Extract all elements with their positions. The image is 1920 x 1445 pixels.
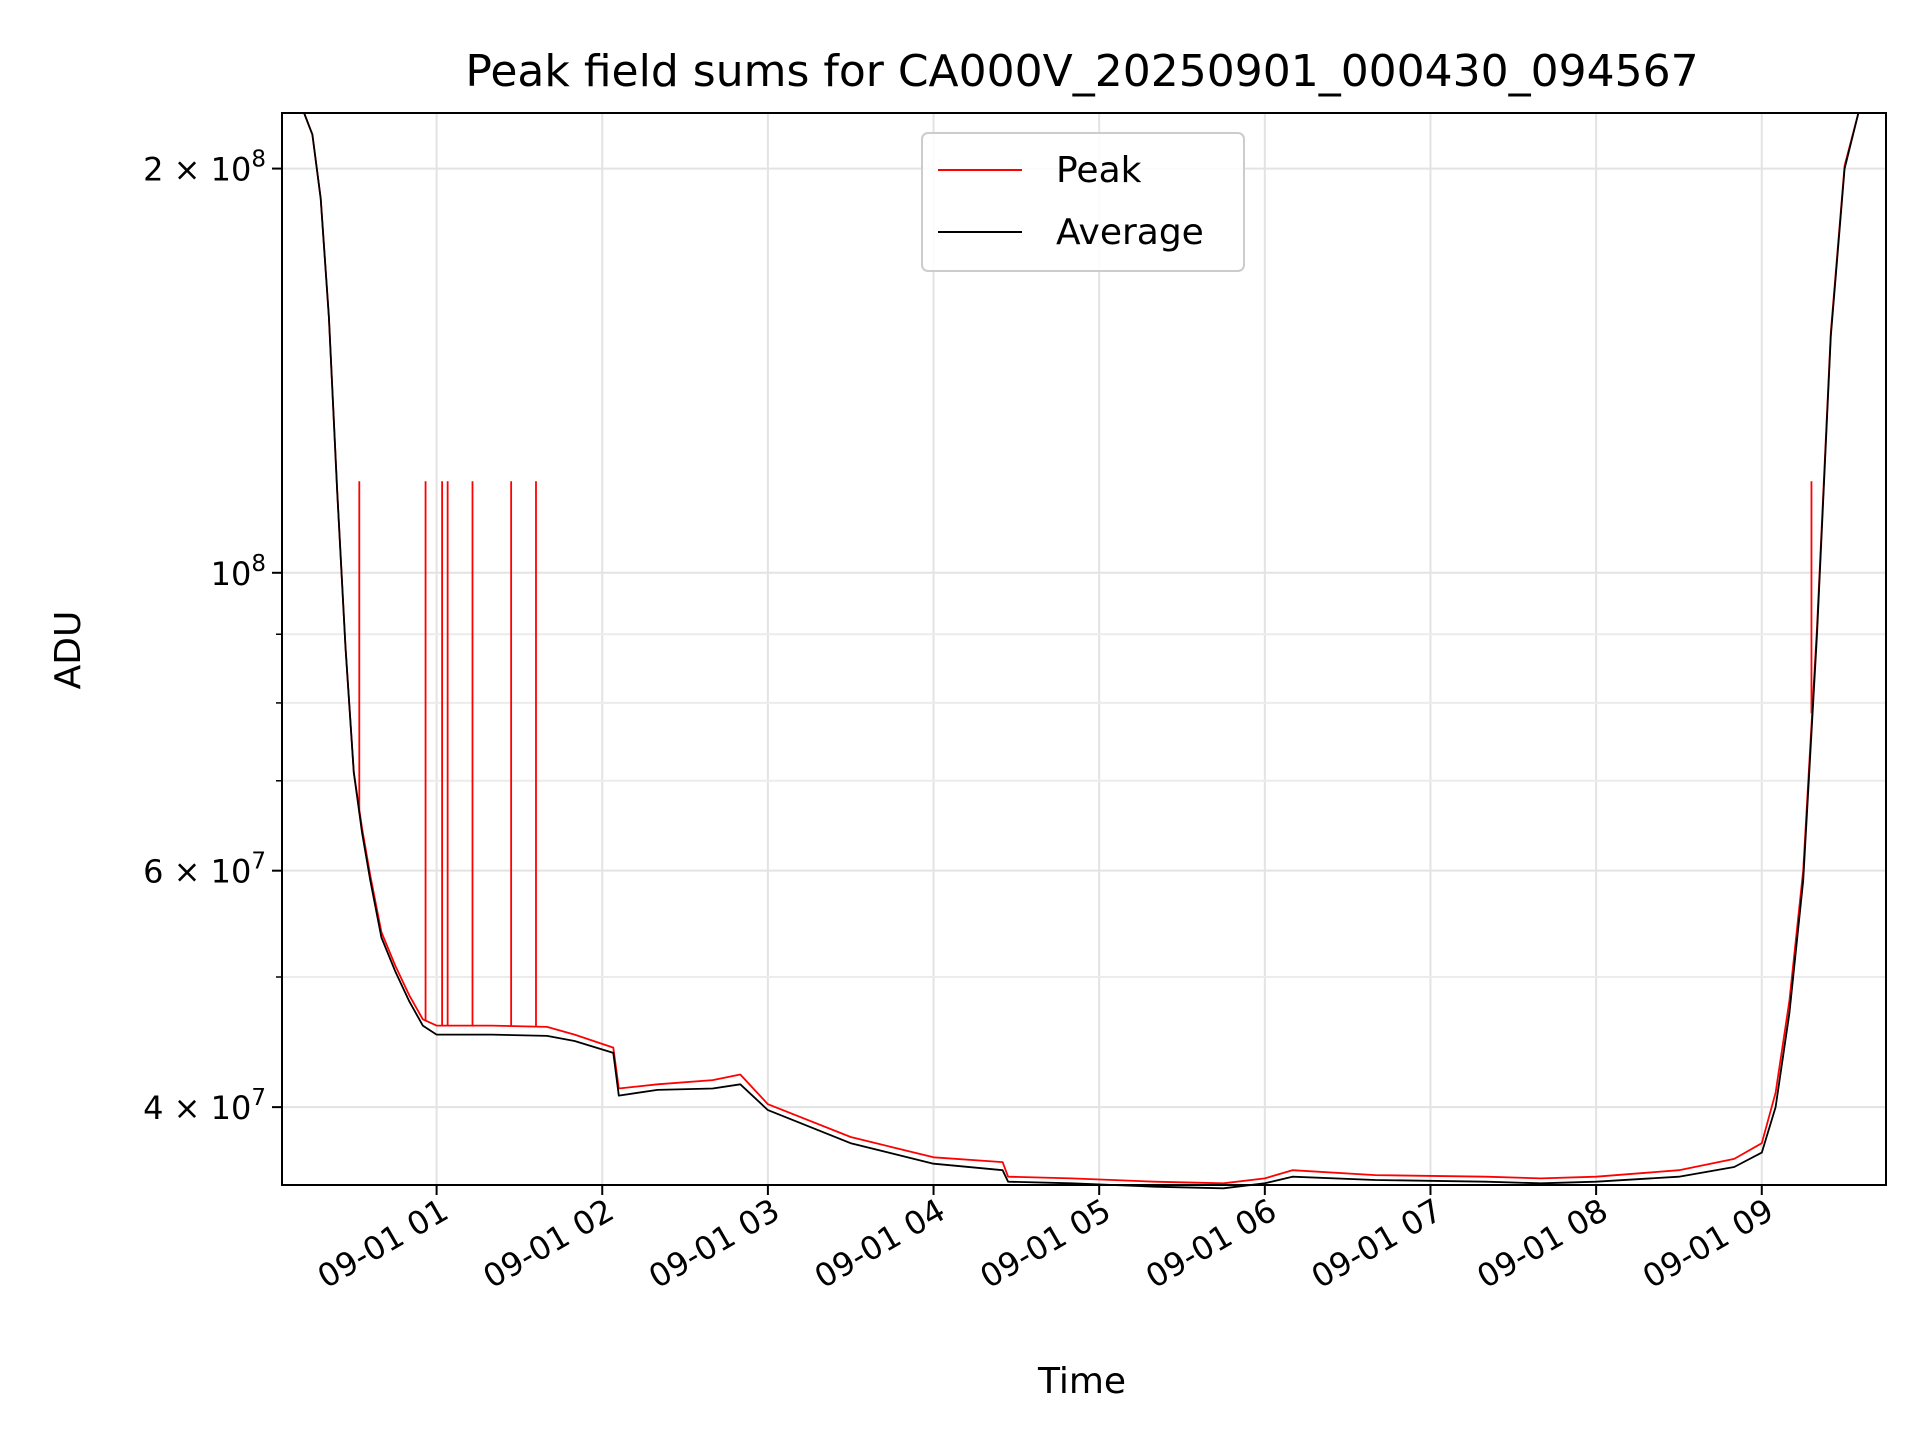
y-tick-exponent: 8	[251, 147, 266, 173]
y-tick-exponent: 7	[251, 1085, 266, 1111]
y-tick-base: 6	[143, 853, 163, 891]
y-tick-base: 4	[143, 1089, 163, 1127]
plot-frame	[281, 112, 1887, 1186]
y-tick-ten: 10	[211, 555, 252, 593]
y-tick-exponent: 7	[251, 849, 266, 875]
series-layer	[282, 112, 1873, 1190]
series-line-average	[282, 112, 1873, 1190]
x-axis-label: Time	[1037, 1361, 1126, 1402]
y-tick-label: 2 × 108	[143, 147, 266, 189]
y-tick-exponent: 8	[251, 551, 266, 577]
legend-box	[921, 132, 1245, 272]
y-tick-times: × 10	[163, 1089, 251, 1127]
legend: Peak Average	[921, 132, 1245, 272]
y-tick-times: × 10	[163, 853, 251, 891]
grid	[282, 113, 1886, 1185]
y-tick-times: × 10	[163, 151, 251, 189]
y-tick-label: 108	[211, 551, 266, 593]
legend-label-average: Average	[1056, 212, 1204, 253]
legend-label-peak: Peak	[1056, 150, 1142, 191]
y-tick-label: 4 × 107	[143, 1085, 266, 1127]
y-axis-label: ADU	[48, 611, 89, 690]
y-tick-base: 2	[143, 151, 163, 189]
y-tick-label: 6 × 107	[143, 849, 266, 891]
chart-title: Peak field sums for CA000V_20250901_0004…	[465, 46, 1698, 97]
